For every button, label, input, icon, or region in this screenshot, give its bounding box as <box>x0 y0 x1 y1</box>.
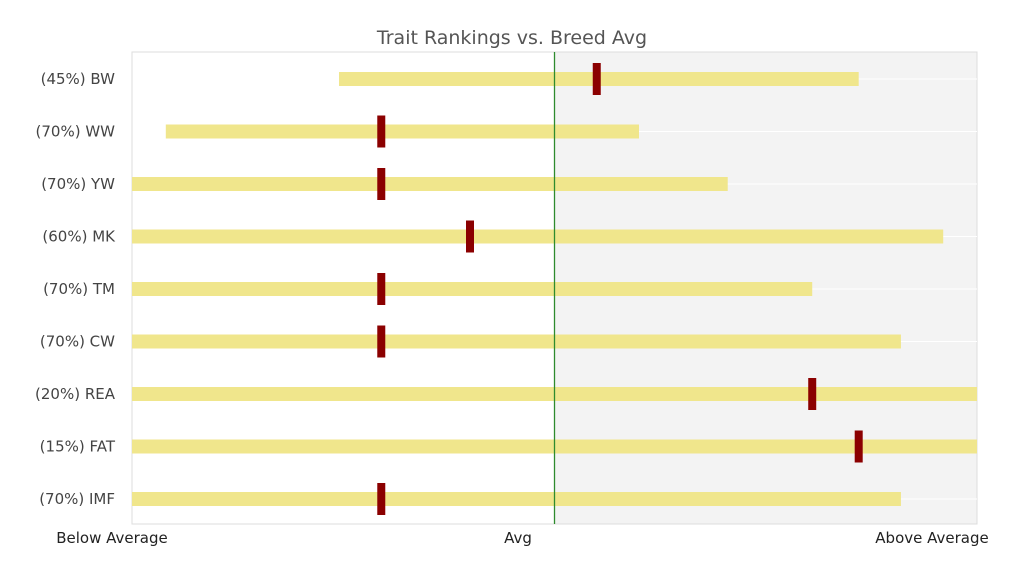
value-marker <box>377 168 386 200</box>
category-label: (60%) MK <box>42 228 116 246</box>
category-label: (20%) REA <box>35 385 116 403</box>
value-marker <box>377 483 386 515</box>
chart-title: Trait Rankings vs. Breed Avg <box>376 27 647 49</box>
range-bar <box>132 282 813 296</box>
range-bar <box>132 492 901 506</box>
category-label: (70%) CW <box>40 333 115 351</box>
category-label: (70%) TM <box>43 280 115 298</box>
category-label: (70%) YW <box>41 175 115 193</box>
range-bar <box>132 177 728 191</box>
value-marker <box>377 115 386 148</box>
x-tick-label: Above Average <box>875 529 988 547</box>
range-bar <box>132 229 944 244</box>
range-bar <box>132 334 901 349</box>
value-marker <box>592 63 601 95</box>
value-marker <box>377 273 386 305</box>
category-labels: (45%) BW (70%) WW (70%) YW (60%) MK (70%) TM… <box>35 70 116 508</box>
category-label: (70%) WW <box>36 123 116 141</box>
x-axis-labels: Below Average Avg Above Average <box>56 529 988 547</box>
value-marker <box>466 220 474 253</box>
category-label: (70%) IMF <box>39 490 115 508</box>
category-label: (15%) FAT <box>40 438 116 456</box>
x-tick-label: Below Average <box>56 529 168 547</box>
category-label: (45%) BW <box>41 70 116 88</box>
x-tick-label: Avg <box>504 529 532 547</box>
range-bar <box>165 124 640 139</box>
value-marker <box>854 430 863 463</box>
value-marker <box>808 378 817 410</box>
value-markers <box>377 63 863 515</box>
value-marker <box>377 325 386 358</box>
